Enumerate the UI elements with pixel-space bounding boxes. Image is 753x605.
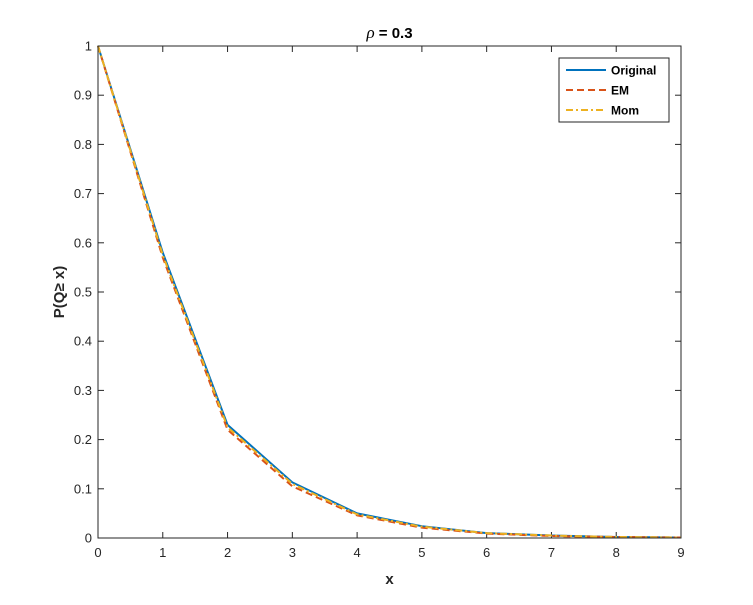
y-axis-label: P(Q≥ x) — [51, 266, 68, 318]
y-tick-label: 1 — [85, 39, 92, 54]
series-line-em — [97, 45, 682, 539]
legend-item-mom: Mom — [566, 104, 639, 118]
y-tick-label: 0.9 — [74, 88, 92, 103]
legend-label: Mom — [611, 104, 639, 118]
legend-item-original: Original — [566, 64, 656, 78]
x-tick-label: 0 — [94, 545, 101, 560]
series-lines — [97, 45, 682, 539]
legend: Original EM Mom — [558, 57, 670, 123]
x-tick-label: 9 — [677, 545, 684, 560]
title-rho-symbol: ρ — [365, 23, 374, 42]
series-line-mom — [97, 45, 682, 539]
y-tick-label: 0.7 — [74, 186, 92, 201]
x-tick-label: 6 — [483, 545, 490, 560]
legend-label: EM — [611, 84, 629, 98]
axes-box — [97, 45, 682, 539]
x-tick-label: 1 — [159, 545, 166, 560]
series-line-original — [97, 45, 682, 539]
x-tick-label: 2 — [224, 545, 231, 560]
title-value: = 0.3 — [375, 25, 413, 42]
x-axis-ticks: 0 1 2 3 4 5 6 7 8 9 — [94, 46, 685, 560]
chart-title: ρ = 0.3 — [365, 23, 412, 42]
y-tick-label: 0.5 — [74, 285, 92, 300]
y-tick-label: 0.1 — [74, 481, 92, 496]
x-tick-label: 7 — [548, 545, 555, 560]
x-tick-label: 4 — [353, 545, 360, 560]
y-tick-label: 0 — [85, 531, 92, 546]
y-tick-label: 0.8 — [74, 137, 92, 152]
y-tick-label: 0.2 — [74, 432, 92, 447]
legend-label: Original — [611, 64, 656, 78]
y-axis-ticks: 0 0.1 0.2 0.3 0.4 0.5 0.6 0.7 0.8 0.9 1 — [74, 39, 681, 546]
x-tick-label: 5 — [418, 545, 425, 560]
x-tick-label: 8 — [613, 545, 620, 560]
x-tick-label: 3 — [289, 545, 296, 560]
y-tick-label: 0.4 — [74, 334, 92, 349]
x-axis-label: x — [385, 571, 394, 588]
y-tick-label: 0.3 — [74, 383, 92, 398]
y-tick-label: 0.6 — [74, 235, 92, 250]
legend-items: Original EM Mom — [566, 64, 656, 118]
plot-area — [98, 46, 681, 538]
legend-item-em: EM — [566, 84, 629, 98]
